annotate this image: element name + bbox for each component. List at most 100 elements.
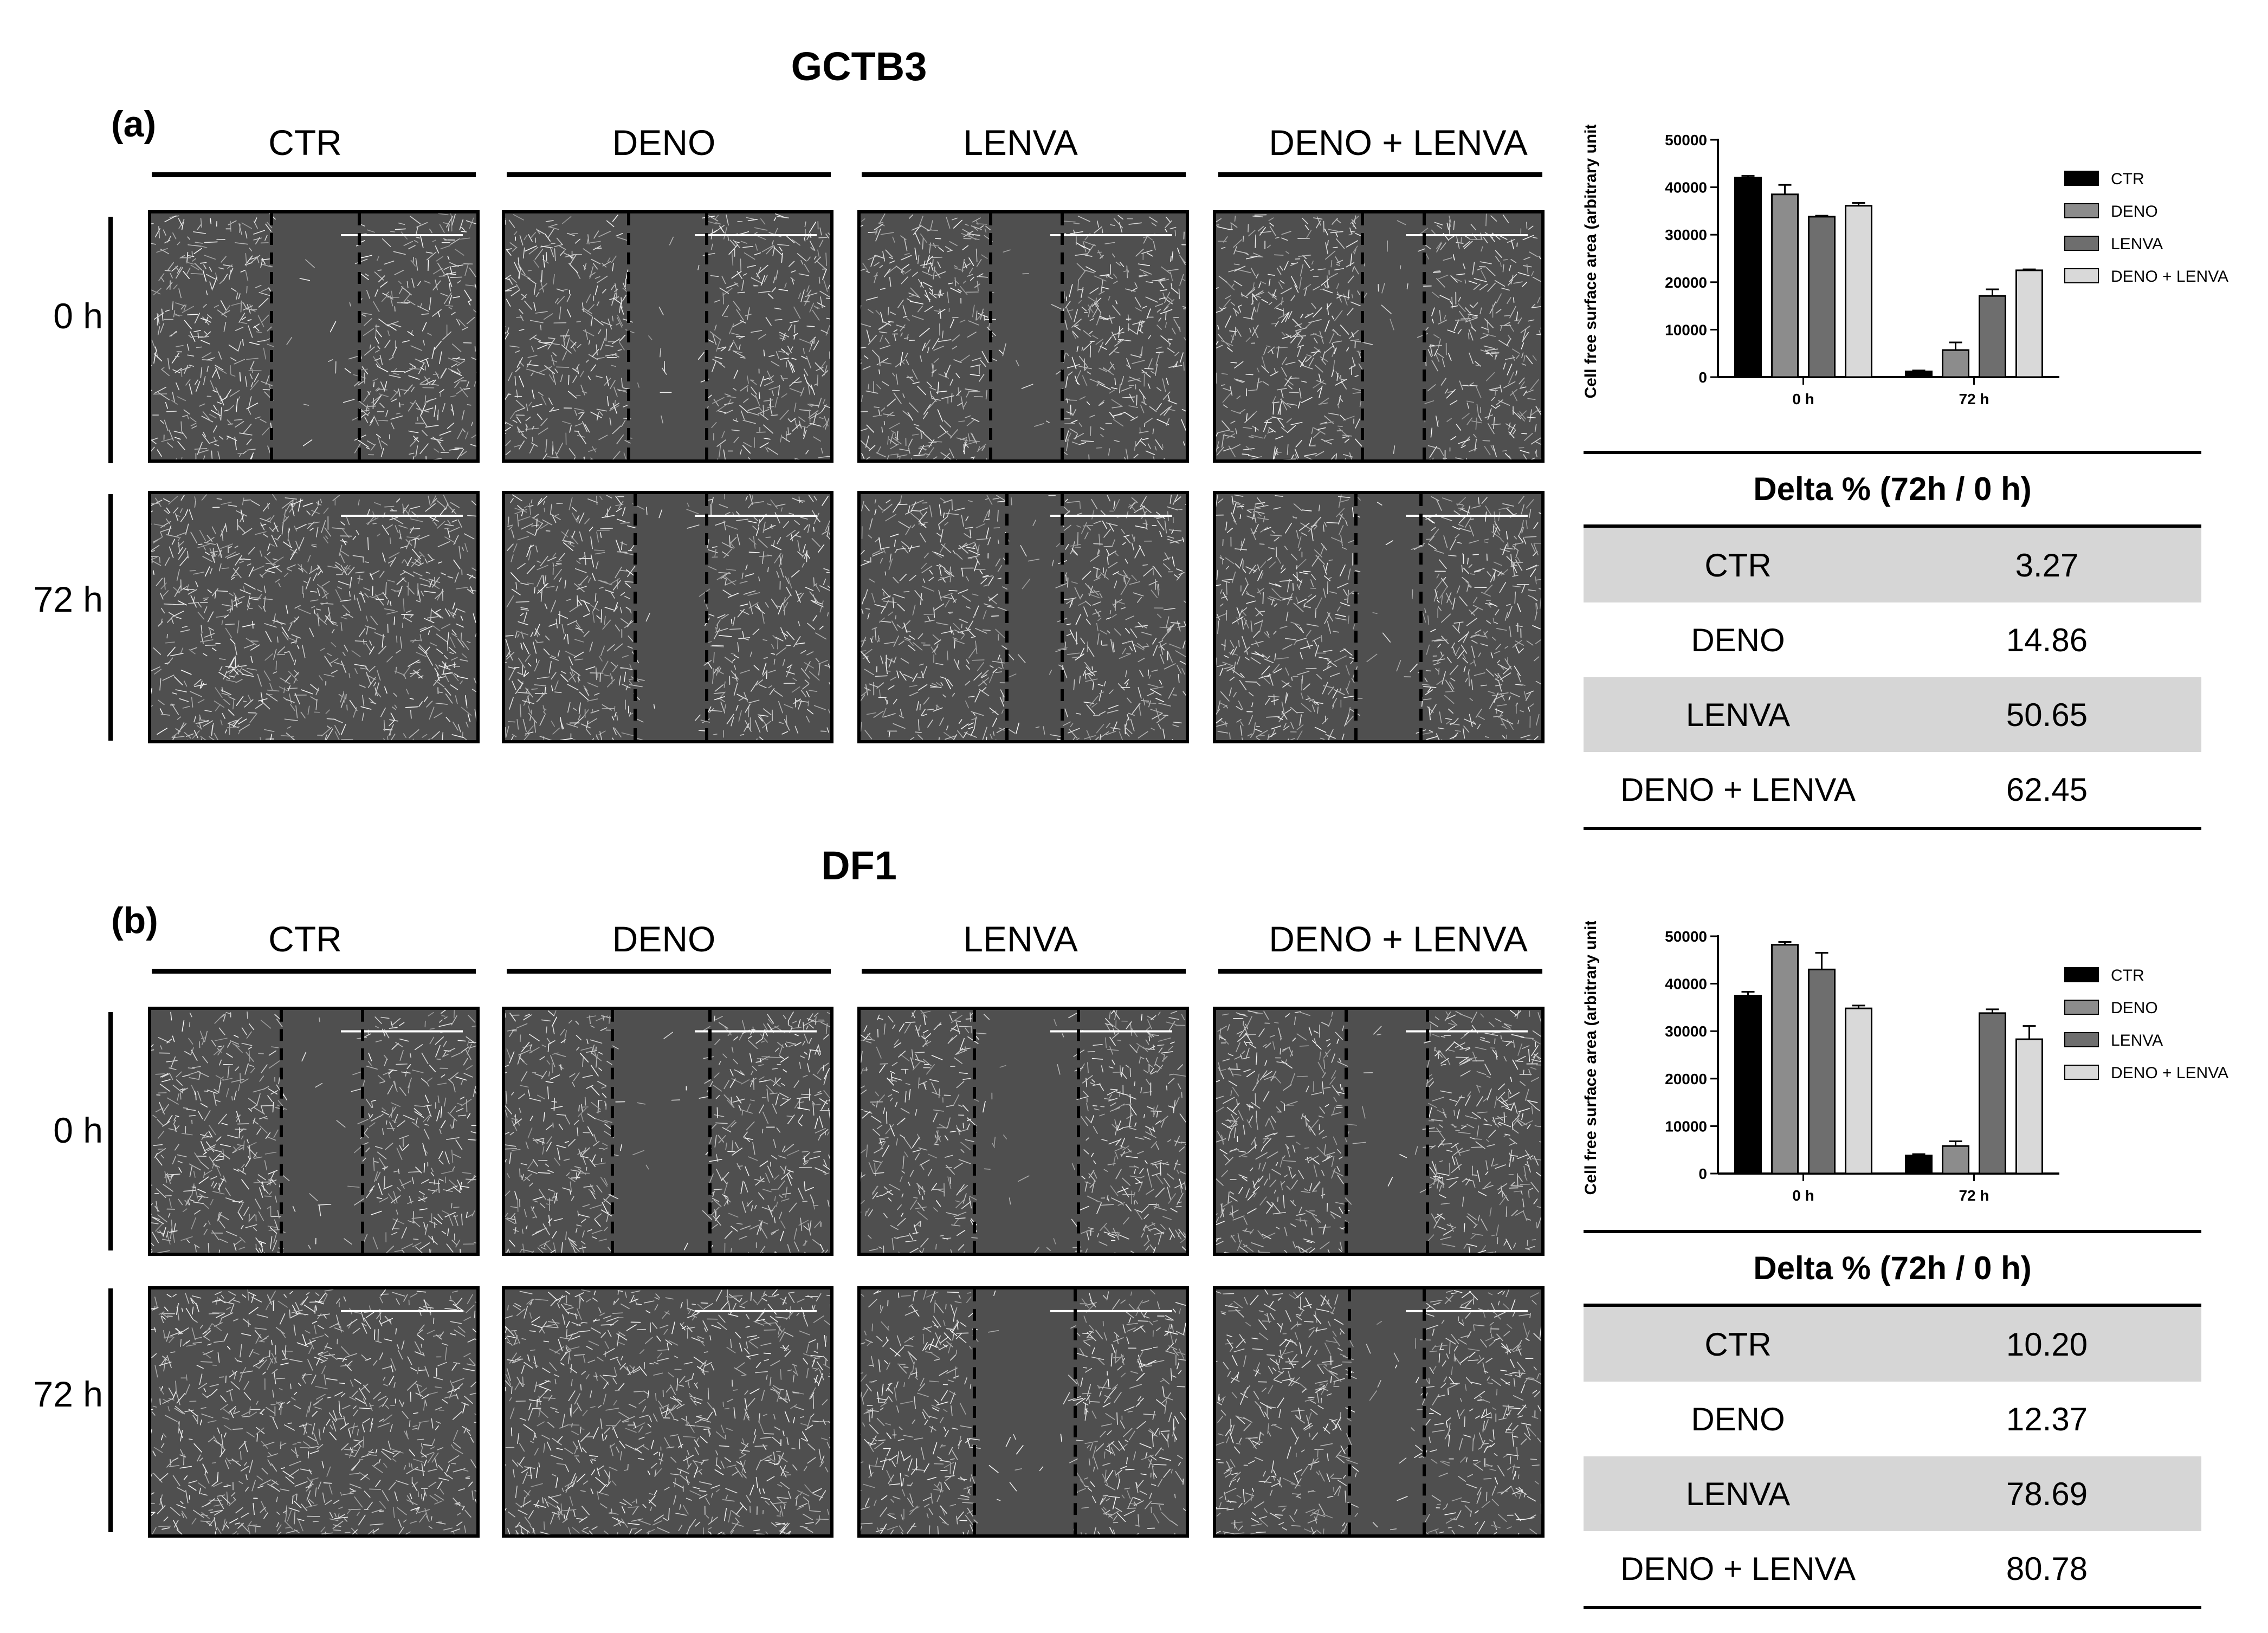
table-row-name: DENO — [1691, 621, 1785, 658]
panel-a-micrograph-deno-lenva-72h — [1213, 491, 1545, 743]
chart-legend-label: DENO + LENVA — [2111, 1064, 2228, 1082]
panel-b-micrograph-deno-72h — [502, 1286, 833, 1538]
micrograph-ctr-0h-image — [151, 1010, 476, 1253]
chart-legend-label: LENVA — [2111, 235, 2163, 253]
micrograph-deno-lenva-0h-image — [1216, 213, 1541, 459]
chart-y-tick-label: 20000 — [1665, 1071, 1707, 1087]
table-row: LENVA 78.69 — [1584, 1456, 2201, 1531]
chart-y-tick-label: 10000 — [1665, 321, 1707, 338]
table-header-rule — [1584, 1304, 2201, 1307]
panel-a-micrograph-deno-72h — [502, 491, 833, 743]
chart-bar — [1845, 1007, 1872, 1175]
micrograph-ctr-0h-image — [151, 213, 476, 459]
table-top-rule — [1584, 1230, 2201, 1233]
panel-b-micrograph-lenva-72h — [857, 1286, 1189, 1538]
panel-a-micrograph-lenva-0h — [857, 210, 1189, 463]
panel-b-label: (b) — [111, 900, 158, 941]
chart-legend-swatch — [2064, 1032, 2099, 1047]
panel-b-col-line-deno-lenva — [1218, 969, 1542, 974]
chart-bar — [1905, 370, 1933, 378]
table-row-value: 14.86 — [2006, 621, 2088, 658]
panel-b-row-bar-72h — [108, 1288, 113, 1532]
chart-bar — [1734, 177, 1762, 378]
table-row-value: 3.27 — [2015, 547, 2079, 584]
chart-legend-label: DENO + LENVA — [2111, 268, 2228, 286]
panel-b-micrograph-deno-lenva-72h — [1213, 1286, 1545, 1538]
chart-y-tick-label: 0 — [1698, 1165, 1707, 1182]
chart-y-tick-label: 40000 — [1665, 976, 1707, 993]
chart-legend-label: CTR — [2111, 967, 2144, 984]
panel-a-delta-table: Delta % (72h / 0 h) CTR 3.27 DENO 14.86 LE… — [1584, 451, 2201, 830]
table-row: DENO + LENVA 62.45 — [1584, 752, 2201, 827]
chart-bar — [1771, 944, 1799, 1175]
panel-b-micrograph-deno-0h — [502, 1007, 833, 1256]
chart-legend-label: DENO — [2111, 999, 2158, 1017]
chart-legend-swatch — [2064, 236, 2099, 251]
micrograph-deno-lenva-72h-image — [1216, 494, 1541, 740]
table-bottom-rule — [1584, 827, 2201, 830]
micrograph-lenva-0h-image — [861, 213, 1186, 459]
panel-b-col-deno-lenva: DENO + LENVA — [1269, 919, 1528, 959]
chart-x-tick-label: 0 h — [1792, 1187, 1814, 1204]
panel-a-col-deno-lenva: DENO + LENVA — [1269, 122, 1528, 163]
chart-legend-swatch — [2064, 171, 2099, 186]
chart-x-tick-label: 72 h — [1959, 391, 1989, 407]
panel-a-row-bar-0h — [108, 217, 113, 463]
table-row-name: LENVA — [1685, 696, 1791, 733]
panel-a-label: (a) — [111, 103, 157, 145]
chart-legend-swatch — [2064, 203, 2099, 218]
panel-a-col-line-deno — [507, 172, 831, 177]
chart-bar — [2015, 269, 2043, 378]
chart-legend-swatch — [2064, 1000, 2099, 1015]
table-row-name: DENO — [1691, 1401, 1785, 1437]
chart-legend-label: CTR — [2111, 170, 2144, 188]
table-row: DENO 12.37 — [1584, 1382, 2201, 1456]
chart-y-tick-label: 30000 — [1665, 226, 1707, 243]
panel-b-title: DF1 — [821, 843, 897, 888]
table-row-value: 62.45 — [2006, 771, 2088, 808]
panel-b-chart: Cell free surface area (arbitrary unit) 0… — [1572, 921, 2265, 1224]
micrograph-lenva-72h-image — [861, 1289, 1186, 1534]
micrograph-lenva-0h-image — [861, 1010, 1186, 1253]
table-row: CTR 3.27 — [1584, 528, 2201, 602]
panel-a-row-bar-72h — [108, 494, 113, 741]
panel-b-row-72h: 72 h — [33, 1374, 103, 1414]
chart-bar — [1734, 995, 1762, 1175]
panel-b-col-deno: DENO — [612, 919, 716, 959]
chart-bar — [1942, 1145, 1969, 1175]
panel-a-row-0h: 0 h — [53, 296, 103, 336]
table-row: CTR 10.20 — [1584, 1307, 2201, 1382]
table-row-name: CTR — [1704, 547, 1772, 584]
chart-y-tick-label: 50000 — [1665, 928, 1707, 945]
panel-a-chart: Cell free surface area (arbitrary unit) 0… — [1572, 125, 2265, 428]
panel-b-row-bar-0h — [108, 1012, 113, 1250]
chart-y-tick-label: 40000 — [1665, 179, 1707, 196]
panel-b-bar-chart: Cell free surface area (arbitrary unit) 0… — [1582, 921, 2228, 1204]
panel-b-col-lenva: LENVA — [963, 919, 1078, 959]
chart-bar — [1808, 968, 1836, 1175]
chart-y-tick-label: 20000 — [1665, 274, 1707, 291]
table-row-name: DENO + LENVA — [1620, 771, 1856, 808]
micrograph-ctr-72h-image — [151, 494, 476, 740]
micrograph-ctr-72h-image — [151, 1289, 476, 1534]
panel-a-title: GCTB3 — [791, 44, 927, 89]
panel-a-micrograph-ctr-0h — [148, 210, 480, 463]
panel-b-col-line-deno — [507, 969, 831, 974]
panel-b-micrograph-lenva-0h — [857, 1007, 1189, 1256]
panel-a-micrograph-deno-lenva-0h — [1213, 210, 1545, 463]
micrograph-lenva-72h-image — [861, 494, 1186, 740]
panel-a-micrograph-lenva-72h — [857, 491, 1189, 743]
chart-y-tick-label: 0 — [1698, 369, 1707, 386]
panel-b-row-0h: 0 h — [53, 1110, 103, 1150]
table-header: Delta % (72h / 0 h) — [1753, 1250, 2032, 1286]
table-row: DENO + LENVA 80.78 — [1584, 1531, 2201, 1606]
table-row-value: 78.69 — [2006, 1475, 2088, 1512]
table-row-value: 50.65 — [2006, 696, 2088, 733]
micrograph-deno-72h-image — [505, 1289, 830, 1534]
panel-b-delta-table: Delta % (72h / 0 h) CTR 10.20 DENO 12.37 L… — [1584, 1230, 2201, 1609]
panel-a-micrograph-ctr-72h — [148, 491, 480, 743]
panel-a-col-line-lenva — [862, 172, 1186, 177]
micrograph-deno-0h-image — [505, 1010, 830, 1253]
panel-b-col-line-lenva — [862, 969, 1186, 974]
table-row-name: LENVA — [1685, 1475, 1791, 1512]
